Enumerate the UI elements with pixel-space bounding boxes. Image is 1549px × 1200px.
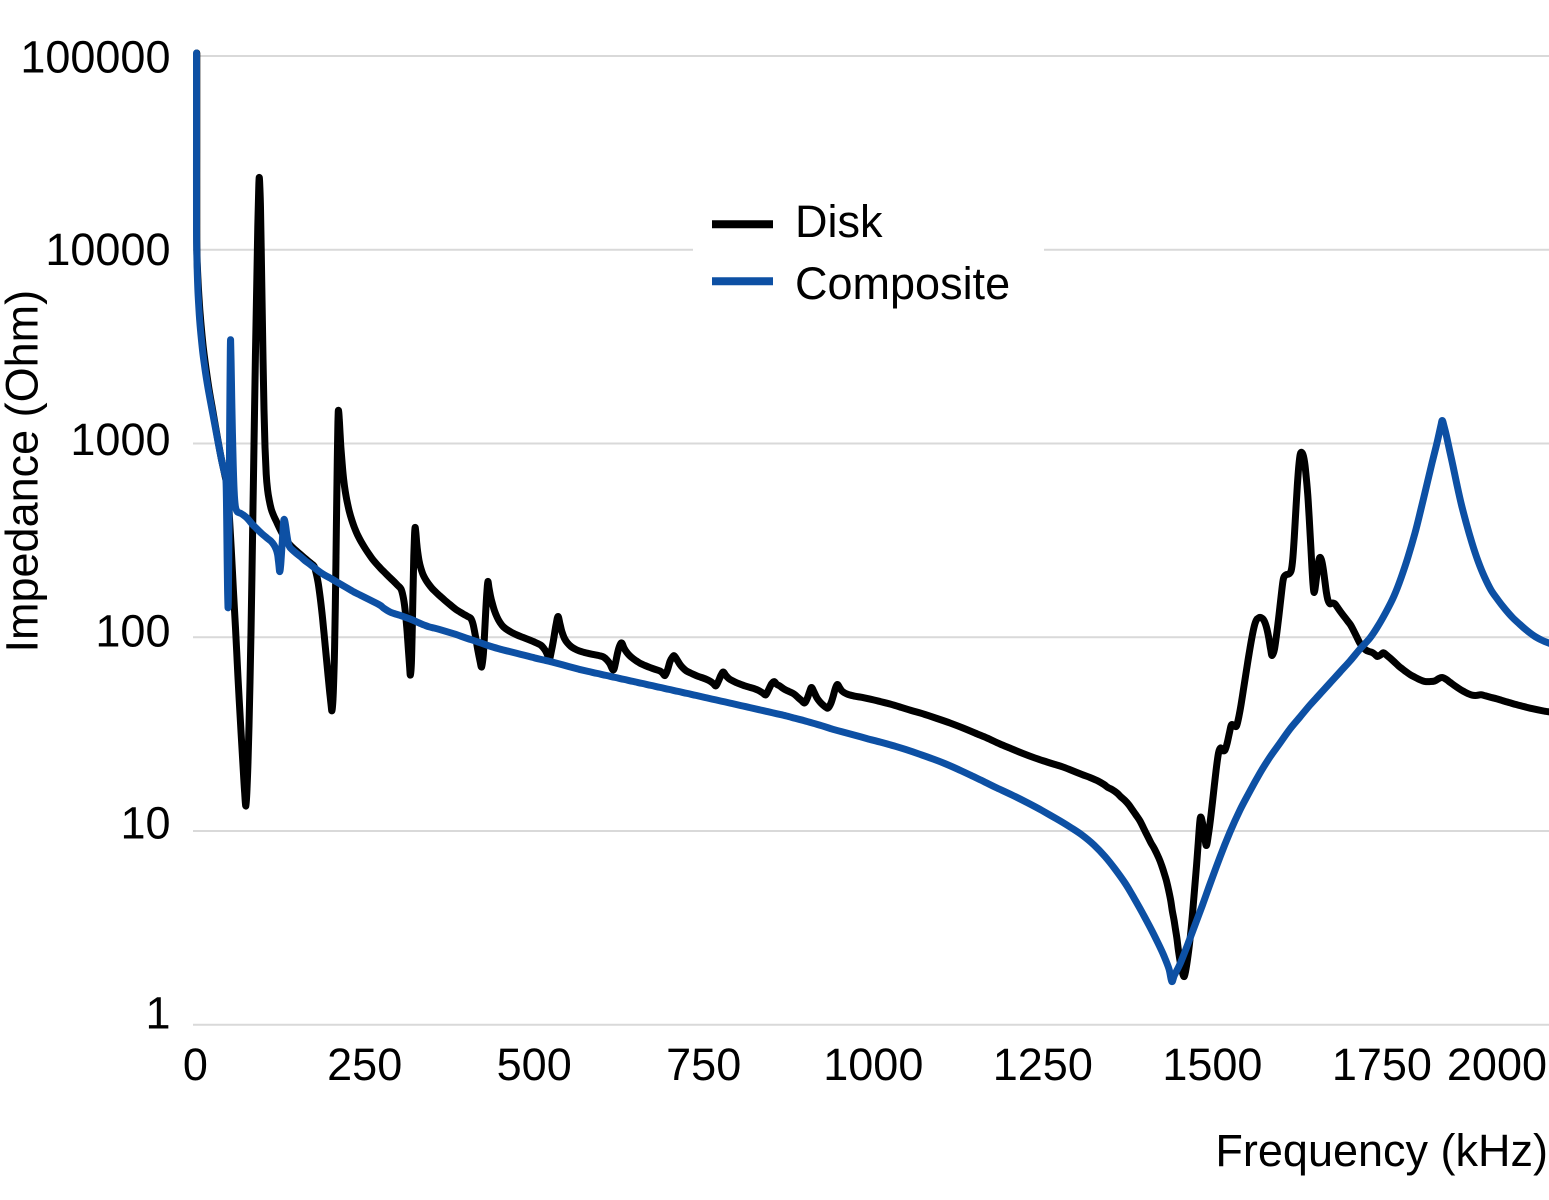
svg-text:250: 250 — [327, 1039, 402, 1090]
svg-text:0: 0 — [183, 1039, 208, 1090]
svg-text:750: 750 — [666, 1039, 741, 1090]
svg-text:1500: 1500 — [1162, 1039, 1262, 1090]
svg-text:1250: 1250 — [993, 1039, 1093, 1090]
svg-text:100: 100 — [95, 606, 170, 657]
svg-text:Frequency (kHz): Frequency (kHz) — [1215, 1125, 1548, 1176]
svg-text:500: 500 — [497, 1039, 572, 1090]
svg-text:Impedance (Ohm): Impedance (Ohm) — [0, 290, 48, 653]
svg-text:2000: 2000 — [1447, 1039, 1547, 1090]
svg-text:10: 10 — [120, 798, 170, 849]
svg-text:1000: 1000 — [70, 414, 170, 465]
svg-text:100000: 100000 — [20, 32, 170, 83]
svg-text:1000: 1000 — [823, 1039, 923, 1090]
svg-text:10000: 10000 — [45, 224, 170, 275]
svg-text:Disk: Disk — [795, 196, 883, 247]
svg-text:1: 1 — [145, 987, 170, 1038]
svg-text:Composite: Composite — [795, 258, 1010, 309]
svg-text:1750: 1750 — [1332, 1039, 1432, 1090]
